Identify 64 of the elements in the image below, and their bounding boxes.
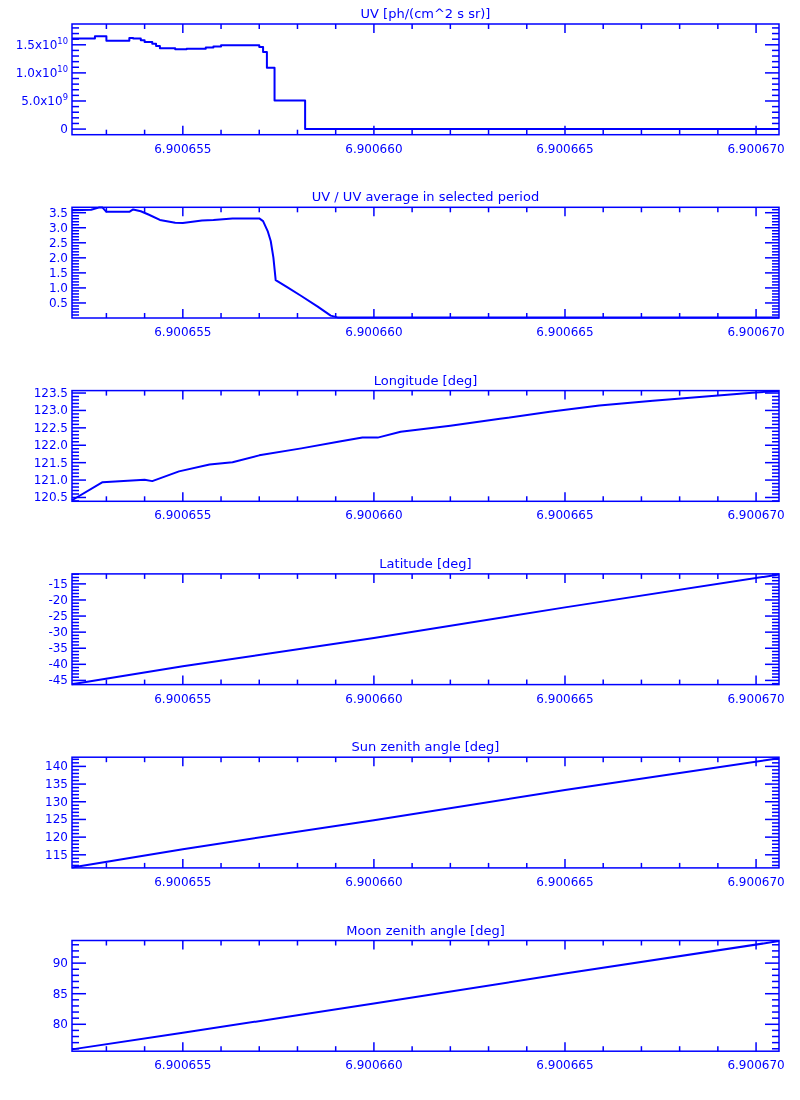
y-tick-label: -20	[48, 592, 68, 607]
x-tick-label: 6.900665	[536, 691, 594, 706]
y-tick-label: 2.5	[48, 235, 68, 250]
y-tick-label: 121.5	[33, 455, 68, 470]
y-tick-label: 0	[60, 122, 68, 137]
x-tick-label: 6.900665	[536, 508, 594, 523]
y-tick-label: 115	[45, 847, 68, 862]
y-tick-label: 1.0x10$^{10}$	[15, 63, 68, 80]
chart-title: Sun zenith angle [deg]	[351, 739, 500, 755]
y-tick-label: -35	[48, 641, 68, 656]
x-tick-label: 6.900670	[727, 1058, 785, 1073]
x-tick-label: 6.900660	[345, 325, 403, 339]
x-tick-label: 6.900665	[536, 325, 594, 339]
x-tick-label: 6.900670	[727, 325, 785, 339]
y-tick-label: -40	[48, 657, 68, 672]
chart-title: Latitude [deg]	[379, 555, 472, 571]
y-tick-label: 120	[45, 830, 68, 845]
y-tick-label: 120.5	[33, 490, 68, 505]
y-tick-label: 130	[45, 794, 68, 809]
x-tick-label: 6.900670	[727, 691, 785, 706]
y-tick-label: 123.0	[33, 403, 68, 418]
y-tick-label: 85	[52, 986, 68, 1001]
y-tick-label: -15	[48, 576, 68, 591]
x-tick-label: 6.900670	[727, 508, 785, 523]
y-tick-label: 125	[45, 812, 68, 827]
y-tick-label: 2.0	[48, 250, 68, 265]
x-tick-label: 6.900670	[727, 141, 785, 156]
x-tick-label: 6.900655	[154, 141, 212, 156]
y-tick-label: 80	[52, 1017, 68, 1032]
y-tick-label: 1.5x10$^{10}$	[15, 35, 68, 52]
y-tick-label: -45	[48, 673, 68, 688]
y-tick-label: 5.0x10$^{9}$	[21, 91, 68, 108]
y-tick-label: 1.5	[48, 265, 68, 280]
x-tick-label: 6.900660	[345, 874, 403, 889]
x-tick-label: 6.900655	[154, 508, 212, 523]
x-tick-label: 6.900655	[154, 874, 212, 889]
y-tick-label: 122.5	[33, 420, 68, 435]
y-tick-label: 1.0	[48, 280, 68, 295]
x-tick-label: 6.900660	[345, 141, 403, 156]
chart-title: Longitude [deg]	[373, 372, 478, 388]
chart-title: UV / UV average in selected period	[311, 189, 540, 205]
x-tick-label: 6.900660	[345, 508, 403, 523]
y-tick-label: 123.5	[33, 386, 68, 401]
y-tick-label: 122.0	[33, 438, 68, 453]
y-tick-label: 0.5	[48, 295, 68, 310]
y-tick-label: 3.0	[48, 220, 68, 235]
y-tick-label: 135	[45, 777, 68, 792]
chart-title: UV [ph/(cm^2 s sr)]	[360, 6, 491, 21]
y-tick-label: 140	[45, 759, 68, 774]
y-tick-label: 121.0	[33, 473, 68, 488]
x-tick-label: 6.900670	[727, 874, 785, 889]
x-tick-label: 6.900655	[154, 691, 212, 706]
x-tick-label: 6.900660	[345, 691, 403, 706]
x-tick-label: 6.900660	[345, 1058, 403, 1073]
chart-title: Moon zenith angle [deg]	[346, 922, 505, 938]
x-tick-label: 6.900665	[536, 141, 594, 156]
x-tick-label: 6.900655	[154, 325, 212, 339]
y-tick-label: 90	[52, 956, 68, 971]
x-tick-label: 6.900665	[536, 1058, 594, 1073]
x-tick-label: 6.900655	[154, 1058, 212, 1073]
x-tick-label: 6.900665	[536, 874, 594, 889]
y-tick-label: -30	[48, 625, 68, 640]
y-tick-label: 3.5	[48, 205, 68, 220]
y-tick-label: -25	[48, 609, 68, 624]
